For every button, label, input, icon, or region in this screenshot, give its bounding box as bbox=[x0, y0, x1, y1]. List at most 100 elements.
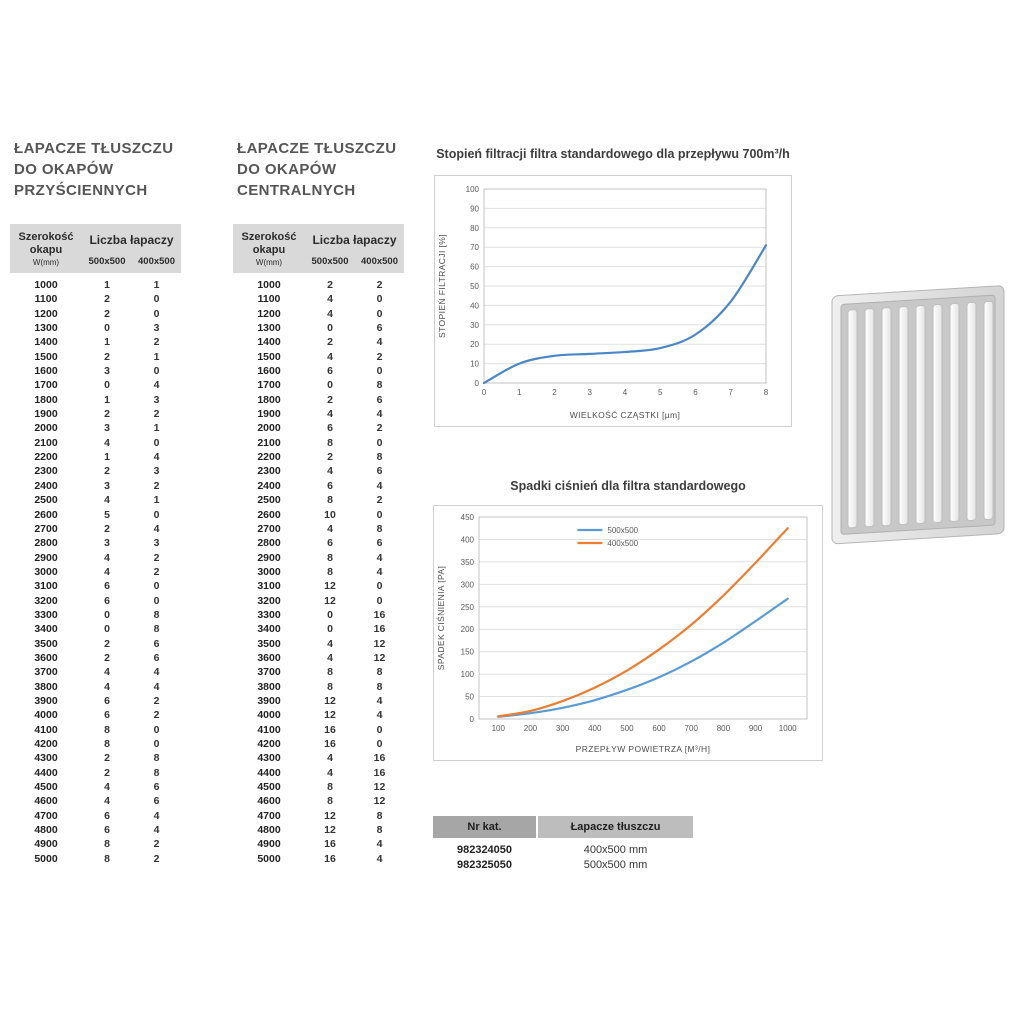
filter-count-cell: 6 bbox=[153, 795, 160, 808]
hood-width-cell: 1700 bbox=[34, 379, 58, 392]
svg-text:700: 700 bbox=[685, 724, 699, 733]
hood-width-cell: 3900 bbox=[257, 694, 281, 707]
filter-count-cell: 0 bbox=[376, 436, 383, 449]
table-row: 3800 4 4 bbox=[10, 680, 181, 694]
table-row: 4600 4 6 bbox=[10, 794, 181, 808]
table-row: 1100 4 0 bbox=[233, 292, 404, 306]
filter-baffle-slat bbox=[881, 307, 892, 527]
filter-count-cell: 2 bbox=[376, 494, 383, 507]
hood-width-cell: 1500 bbox=[34, 350, 58, 363]
filter-count-cell: 8 bbox=[327, 680, 333, 693]
hood-width-cell: 3800 bbox=[257, 680, 281, 693]
filter-count-cell: 8 bbox=[153, 766, 160, 779]
filter-count-cell: 5 bbox=[104, 508, 110, 521]
table-row: 4900 8 2 bbox=[10, 837, 181, 851]
hood-width-cell: 3200 bbox=[34, 594, 58, 607]
filter-count-cell: 8 bbox=[327, 795, 333, 808]
hood-width-cell: 4700 bbox=[34, 809, 58, 822]
hood-width-cell: 3000 bbox=[257, 565, 281, 578]
filter-count-cell: 1 bbox=[153, 494, 160, 507]
filtration-chart-title: Stopień filtracji filtra standardowego d… bbox=[436, 147, 790, 161]
center-table-title: ŁAPACZE TŁUSZCZU DO OKAPÓW CENTRALNYCH bbox=[237, 138, 396, 201]
filter-count-cell: 4 bbox=[153, 379, 160, 392]
table-row: 2100 8 0 bbox=[233, 436, 404, 450]
filter-count-cell: 8 bbox=[153, 623, 160, 636]
filter-baffle-slat bbox=[949, 302, 960, 523]
title-line: PRZYŚCIENNYCH bbox=[14, 182, 148, 199]
hood-width-cell: 2100 bbox=[257, 436, 281, 449]
table-row: 2600 5 0 bbox=[10, 508, 181, 522]
svg-text:WIELKOŚĆ CZĄSTKI [µm]: WIELKOŚĆ CZĄSTKI [µm] bbox=[570, 409, 681, 420]
filter-count-cell: 3 bbox=[104, 422, 110, 435]
svg-text:400: 400 bbox=[461, 535, 475, 544]
filter-count-cell: 8 bbox=[153, 608, 160, 621]
table-row: 3400 0 16 bbox=[233, 622, 404, 636]
filter-count-cell: 8 bbox=[376, 824, 383, 837]
filtration-chart: 0 10 20 30 40 50 60 70 80 90 100 0 1 2 3 4 5 6 7 8 WIELKOŚĆ … bbox=[434, 175, 792, 427]
table-row: 2200 2 8 bbox=[233, 450, 404, 464]
filter-count-cell: 0 bbox=[153, 723, 160, 736]
filter-count-cell: 0 bbox=[153, 508, 160, 521]
svg-text:100: 100 bbox=[492, 724, 506, 733]
hood-width-cell: 3600 bbox=[257, 651, 281, 664]
filter-count-cell: 4 bbox=[104, 666, 110, 679]
hood-width-cell: 1000 bbox=[34, 279, 58, 291]
catalog-number-header: Nr kat. bbox=[433, 816, 536, 838]
filter-count-cell: 6 bbox=[327, 365, 333, 378]
svg-text:80: 80 bbox=[470, 224, 479, 233]
table-row: 1200 4 0 bbox=[233, 307, 404, 321]
filter-count-cell: 12 bbox=[324, 694, 336, 707]
filter-count-cell: 8 bbox=[376, 666, 383, 679]
filter-count-cell: 4 bbox=[376, 408, 383, 421]
table-row: 3300 0 8 bbox=[10, 608, 181, 622]
filter-count-cell: 0 bbox=[327, 608, 333, 621]
filter-count-cell: 4 bbox=[376, 852, 383, 865]
hood-width-cell: 4600 bbox=[34, 795, 58, 808]
hood-width-cell: 4000 bbox=[257, 709, 281, 722]
svg-text:90: 90 bbox=[470, 204, 479, 213]
table-row: 2000 3 1 bbox=[10, 421, 181, 435]
catalog-table: Nr kat. Łapacze tłuszczu 982324050 400x50… bbox=[433, 816, 693, 873]
filter-count-cell: 16 bbox=[373, 752, 386, 765]
filter-count-cell: 4 bbox=[153, 809, 160, 822]
filter-count-cell: 4 bbox=[104, 795, 110, 808]
title-line: ŁAPACZE TŁUSZCZU bbox=[237, 140, 397, 157]
pressure-chart-title: Spadki ciśnień dla filtra standardowego bbox=[510, 479, 746, 493]
filter-baffle-slat bbox=[847, 309, 858, 529]
hood-width-cell: 1600 bbox=[257, 365, 281, 378]
central-hoods-table: Szerokość okapu W(mm) Liczba łapaczy 500… bbox=[233, 224, 404, 866]
filter-count-cell: 16 bbox=[324, 723, 336, 736]
table-row: 2300 2 3 bbox=[10, 464, 181, 478]
filter-count-cell: 4 bbox=[327, 307, 333, 320]
filter-count-cell: 3 bbox=[153, 322, 160, 335]
filter-count-cell: 3 bbox=[104, 537, 110, 550]
hood-width-cell: 4000 bbox=[34, 709, 58, 722]
filter-count-cell: 0 bbox=[376, 738, 383, 750]
table-row: 3600 4 12 bbox=[233, 651, 404, 665]
hood-width-cell: 4500 bbox=[34, 781, 58, 794]
filter-count-cell: 6 bbox=[376, 537, 383, 550]
filter-count-cell: 6 bbox=[327, 537, 333, 550]
table-row: 4400 4 16 bbox=[233, 766, 404, 780]
svg-text:10: 10 bbox=[470, 360, 479, 369]
filter-count-cell: 0 bbox=[376, 580, 383, 593]
filter-count-cell: 0 bbox=[104, 379, 110, 392]
filter-count-cell: 0 bbox=[376, 365, 383, 378]
filter-count-cell: 16 bbox=[324, 738, 336, 750]
filter-count-cell: 2 bbox=[327, 393, 333, 406]
filter-count-cell: 8 bbox=[376, 809, 383, 822]
svg-text:0: 0 bbox=[482, 388, 487, 397]
hood-width-cell: 4800 bbox=[34, 824, 58, 837]
filter-count-cell: 8 bbox=[376, 451, 383, 464]
table-row: 2900 8 4 bbox=[233, 551, 404, 565]
hood-width-cell: 2000 bbox=[34, 422, 58, 435]
filter-count-cell: 2 bbox=[327, 279, 333, 291]
svg-text:200: 200 bbox=[461, 625, 475, 634]
table-row: 3000 4 2 bbox=[10, 565, 181, 579]
title-line: DO OKAPÓW bbox=[237, 161, 337, 178]
wall-hoods-data: 1000 1 1 1100 2 0 1200 2 0 1300 0 3 1400 1 2 1500 2 1 1600… bbox=[10, 278, 181, 866]
hood-width-cell: 3300 bbox=[257, 608, 281, 621]
table-row: 1500 2 1 bbox=[10, 350, 181, 364]
hood-width-cell: 2300 bbox=[34, 465, 58, 478]
filter-count-cell: 4 bbox=[376, 838, 383, 851]
